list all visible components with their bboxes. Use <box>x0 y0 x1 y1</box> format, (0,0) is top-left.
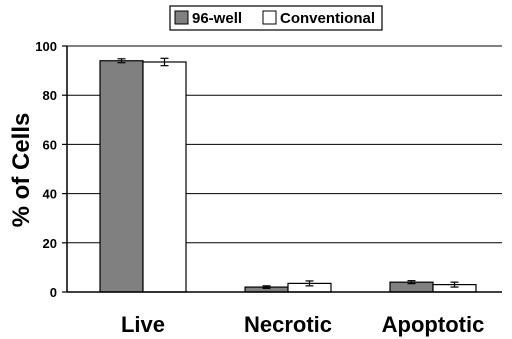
y-tick-label-100: 100 <box>35 39 57 54</box>
category-labels: Live Necrotic Apoptotic <box>121 312 484 337</box>
legend-label-96-well: 96-well <box>192 10 242 27</box>
error-bar-live-conventional <box>160 57 169 67</box>
y-tick-label-80: 80 <box>43 88 57 103</box>
error-bar-necrotic-96-well <box>262 285 271 289</box>
chart-legend: 96-well Conventional <box>169 5 383 31</box>
error-bar-live-96-well <box>117 58 126 64</box>
legend-swatch-conventional <box>262 10 277 25</box>
legend-swatch-96-well <box>174 10 189 25</box>
legend-label-conventional: Conventional <box>280 10 375 27</box>
error-bar-apoptotic-96-well <box>407 280 416 285</box>
y-tick-labels: 0 20 40 60 80 100 <box>35 39 57 300</box>
category-label-apoptotic: Apoptotic <box>382 312 485 337</box>
y-tick-label-40: 40 <box>43 187 57 202</box>
y-tick-label-20: 20 <box>43 236 57 251</box>
bars <box>99 60 477 293</box>
bar-live-conventional <box>142 61 187 293</box>
axes <box>66 46 502 293</box>
bar-live-96-well <box>99 60 144 293</box>
error-bars <box>117 57 459 289</box>
y-tick-label-0: 0 <box>50 285 57 300</box>
error-bar-necrotic-conventional <box>305 280 314 287</box>
category-label-necrotic: Necrotic <box>244 312 332 337</box>
y-tick-label-60: 60 <box>43 137 57 152</box>
category-label-live: Live <box>121 312 165 337</box>
y-axis-label: % of Cells <box>8 113 35 228</box>
error-bar-apoptotic-conventional <box>450 281 459 288</box>
